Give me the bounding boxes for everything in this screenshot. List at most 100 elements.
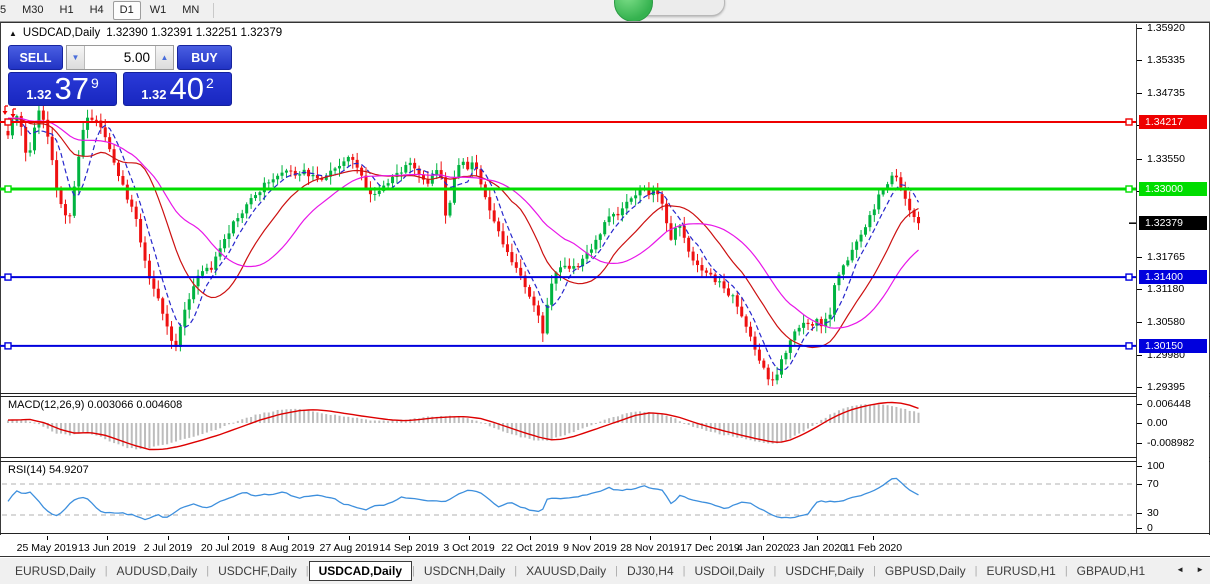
timeframe-button-M30[interactable]: M30 bbox=[22, 4, 44, 16]
macd-histogram-bar bbox=[784, 423, 787, 441]
macd-histogram-bar bbox=[303, 409, 306, 423]
hline-handle[interactable] bbox=[1125, 342, 1133, 350]
hline-handle[interactable] bbox=[4, 118, 12, 126]
volume-increase-button[interactable]: ▲ bbox=[155, 46, 173, 69]
macd-histogram-bar bbox=[210, 423, 213, 431]
timeframe-button-D1[interactable]: D1 bbox=[112, 1, 141, 20]
macd-histogram-bar bbox=[188, 423, 191, 438]
macd-histogram-bar bbox=[471, 419, 474, 423]
macd-histogram-bar bbox=[837, 410, 840, 423]
tab-xauusd-daily[interactable]: XAUUSD,Daily bbox=[526, 564, 607, 578]
macd-histogram-bar bbox=[15, 420, 18, 423]
price-tick-1.30580: 1.30580 bbox=[1137, 316, 1185, 328]
window-border-top bbox=[0, 22, 1210, 23]
volume-input[interactable]: 5.00 bbox=[123, 50, 150, 65]
macd-histogram-bar bbox=[161, 423, 164, 445]
collapse-panel-icon[interactable]: ▲ bbox=[9, 28, 17, 38]
hline-handle[interactable] bbox=[4, 273, 12, 281]
tab-eurusd-h1[interactable]: EURUSD,H1 bbox=[986, 564, 1056, 578]
sell-button[interactable]: SELL bbox=[8, 45, 63, 70]
price-chart-plot[interactable] bbox=[0, 24, 1136, 393]
sell-price-display[interactable]: 1.32 37 9 bbox=[8, 72, 117, 106]
macd-histogram-bar bbox=[639, 411, 642, 423]
chart-title: ▲ USDCAD,Daily 1.32390 1.32391 1.32251 1… bbox=[9, 27, 282, 39]
macd-histogram-bar bbox=[338, 415, 341, 423]
macd-histogram-bar bbox=[435, 416, 438, 423]
macd-histogram-bar bbox=[798, 423, 801, 434]
date-label: 3 Oct 2019 bbox=[443, 542, 495, 554]
macd-histogram-bar bbox=[369, 420, 372, 423]
rsi-plot[interactable] bbox=[0, 462, 1136, 533]
macd-histogram-bar bbox=[258, 414, 261, 423]
splitter-main-macd[interactable] bbox=[0, 393, 1210, 394]
macd-histogram-bar bbox=[546, 423, 549, 441]
macd-plot[interactable] bbox=[0, 397, 1136, 456]
splitter-macd-rsi[interactable] bbox=[0, 457, 1210, 458]
tab-gbpusd-daily[interactable]: GBPUSD,Daily bbox=[884, 564, 966, 578]
macd-histogram-bar bbox=[174, 423, 177, 442]
date-tick bbox=[530, 536, 531, 540]
macd-histogram-bar bbox=[661, 414, 664, 423]
volume-decrease-button[interactable]: ▼ bbox=[67, 46, 85, 69]
tab-usdcnh-daily[interactable]: USDCNH,Daily bbox=[423, 564, 506, 578]
tab-audusd-daily[interactable]: AUDUSD,Daily bbox=[116, 564, 198, 578]
macd-histogram-bar bbox=[285, 409, 288, 423]
chart-tabbar: EURUSD,Daily | AUDUSD,Daily | USDCHF,Daily | U… bbox=[0, 557, 1210, 584]
macd-indicator-label: MACD(12,26,9) 0.003066 0.004608 bbox=[8, 399, 183, 411]
current-price-label: 1.32379 bbox=[1139, 216, 1207, 231]
timeframe-button-W1[interactable]: W1 bbox=[149, 4, 167, 16]
tab-eurusd-daily[interactable]: EURUSD,Daily bbox=[15, 564, 96, 578]
overlay-toggle[interactable] bbox=[614, 0, 725, 21]
volume-control: ▼ 5.00 ▲ bbox=[66, 45, 174, 70]
timeframe-button-MN[interactable]: MN bbox=[182, 4, 200, 16]
macd-histogram-bar bbox=[532, 423, 535, 441]
tab-scroll-right-icon[interactable]: ► bbox=[1196, 565, 1204, 574]
macd-histogram-bar bbox=[851, 405, 854, 423]
splitter-macd-rsi2 bbox=[0, 461, 1210, 462]
date-tick bbox=[710, 536, 711, 540]
buy-button[interactable]: BUY bbox=[177, 45, 232, 70]
hline-handle[interactable] bbox=[1125, 118, 1133, 126]
timeframe-button-H4[interactable]: H4 bbox=[89, 4, 104, 16]
macd-histogram-bar bbox=[444, 416, 447, 423]
hline-handle[interactable] bbox=[1125, 273, 1133, 281]
hline-handle[interactable] bbox=[4, 342, 12, 350]
rsi-axis-100: 100 bbox=[1137, 460, 1165, 472]
macd-histogram-bar bbox=[148, 423, 151, 449]
tab-usdoil-daily[interactable]: USDOil,Daily bbox=[694, 564, 765, 578]
macd-histogram-bar bbox=[789, 423, 792, 439]
macd-histogram-bar bbox=[572, 423, 575, 433]
timeframe-toolbar: 5 M30 H1 H4 D1 W1 MN bbox=[0, 0, 1210, 21]
buy-price-display[interactable]: 1.32 40 2 bbox=[123, 72, 232, 106]
macd-histogram-bar bbox=[846, 407, 849, 423]
date-tick bbox=[228, 536, 229, 540]
macd-histogram-bar bbox=[320, 413, 323, 423]
macd-histogram-bar bbox=[687, 423, 690, 425]
macd-histogram-bar bbox=[214, 423, 217, 430]
timeframe-button-5[interactable]: 5 bbox=[0, 4, 7, 16]
macd-histogram-bar bbox=[307, 410, 310, 423]
tab-dj30-h4[interactable]: DJ30,H4 bbox=[626, 564, 674, 578]
tab-usdchf-daily[interactable]: USDCHF,Daily bbox=[785, 564, 865, 578]
tab-usdchf-daily[interactable]: USDCHF,Daily bbox=[218, 564, 297, 578]
date-tick bbox=[107, 536, 108, 540]
timeframe-button-H1[interactable]: H1 bbox=[59, 4, 74, 16]
macd-histogram-bar bbox=[104, 423, 107, 440]
macd-histogram-bar bbox=[749, 423, 752, 441]
macd-histogram-bar bbox=[60, 423, 63, 434]
hline-handle[interactable] bbox=[1125, 185, 1133, 193]
macd-histogram-bar bbox=[670, 417, 672, 423]
macd-histogram-bar bbox=[157, 423, 160, 446]
tab-usdcad-daily[interactable]: USDCAD,Daily bbox=[308, 561, 412, 581]
chart-tabs: EURUSD,Daily | AUDUSD,Daily | USDCHF,Daily | U… bbox=[6, 560, 1154, 582]
macd-histogram-bar bbox=[395, 419, 398, 423]
tab-scroll-left-icon[interactable]: ◄ bbox=[1176, 565, 1185, 574]
date-axis[interactable]: 25 May 2019 13 Jun 2019 2 Jul 2019 20 Jul 2… bbox=[0, 535, 1210, 556]
price-tick-1.35920: 1.35920 bbox=[1137, 22, 1185, 34]
hline-handle[interactable] bbox=[4, 185, 12, 193]
date-label: 11 Feb 2020 bbox=[843, 542, 903, 554]
tab-gbpaud-h1[interactable]: GBPAUD,H1 bbox=[1076, 564, 1146, 578]
date-label: 22 Oct 2019 bbox=[501, 542, 559, 554]
price-axis[interactable]: 1.359201.353351.347351.341551.335501.329… bbox=[1137, 22, 1209, 533]
macd-histogram-bar bbox=[360, 418, 363, 423]
